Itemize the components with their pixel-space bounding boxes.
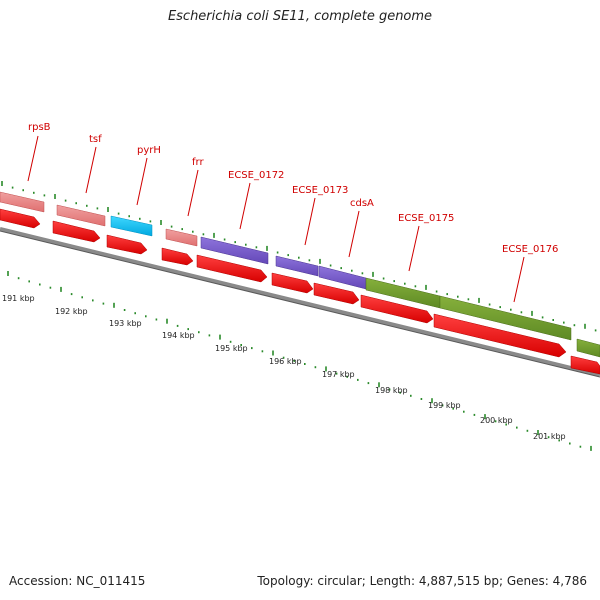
kbp-label: 192 kbp xyxy=(55,307,88,316)
pyrH-bar xyxy=(110,215,153,237)
gene-labels: rpsB tsf pyrH frr ECSE_0172 ECSE_0173 cd… xyxy=(28,122,558,255)
kbp-label: 197 kbp xyxy=(322,370,355,379)
kbp-label: 198 kbp xyxy=(375,386,408,395)
kbp-label: 194 kbp xyxy=(162,331,195,340)
accession-label: Accession: NC_011415 xyxy=(9,574,146,588)
gene-label-ECSE_0176: ECSE_0176 xyxy=(502,244,558,255)
gene-label-tsf: tsf xyxy=(89,134,102,145)
ECSE_0173-leader xyxy=(304,197,316,246)
gene-label-frr: frr xyxy=(192,157,204,168)
topology-label: Topology: circular; Length: 4,887,515 bp… xyxy=(257,574,587,588)
gene-label-cdsA: cdsA xyxy=(350,198,374,209)
rpsB-leader xyxy=(27,135,39,182)
tsf-leader xyxy=(85,146,97,194)
gene-label-pyrH: pyrH xyxy=(137,145,161,156)
kbp-labels: 191 kbp 192 kbp 193 kbp 194 kbp 195 kbp … xyxy=(2,294,566,441)
kbp-label: 195 kbp xyxy=(215,344,248,353)
gene-label-ECSE_0172: ECSE_0172 xyxy=(228,170,284,181)
next-cds-arrow xyxy=(570,355,600,375)
kbp-label: 199 kbp xyxy=(428,401,461,410)
cdsA-cds-arrow xyxy=(313,282,360,305)
pyrH-cds-arrow xyxy=(106,234,148,255)
ECSE_0172-bar xyxy=(200,236,269,265)
cdsA-leader xyxy=(348,210,360,258)
ECSE_0173-cds-arrow xyxy=(271,272,314,294)
tsf-bar xyxy=(56,204,106,227)
gene-label-leaders xyxy=(27,135,525,303)
gene-label-rpsB: rpsB xyxy=(28,122,51,133)
frr-bar xyxy=(165,228,198,247)
kbp-label: 191 kbp xyxy=(2,294,35,303)
cds-track xyxy=(0,208,600,375)
feature-track xyxy=(0,191,600,358)
rpsB-cds-arrow xyxy=(0,208,41,229)
tsf-cds-arrow xyxy=(52,220,101,243)
next-gene-bar xyxy=(576,338,600,358)
kbp-label: 196 kbp xyxy=(269,357,302,366)
gene-label-ECSE_0173: ECSE_0173 xyxy=(292,185,348,196)
ECSE_0175-cds-arrow xyxy=(360,294,434,324)
ECSE_0176-bar xyxy=(439,295,572,341)
map-title: Escherichia coli SE11, complete genome xyxy=(167,9,433,24)
backbone-line xyxy=(0,227,600,378)
rpsB-bar xyxy=(0,191,45,213)
pyrH-leader xyxy=(136,157,148,206)
upper-tick-row xyxy=(1,181,597,332)
frr-cds-arrow xyxy=(161,247,194,266)
lower-tick-row xyxy=(7,271,592,451)
kbp-label: 193 kbp xyxy=(109,319,142,328)
frr-leader xyxy=(187,169,199,217)
kbp-label: 200 kbp xyxy=(480,416,513,425)
gene-label-ECSE_0175: ECSE_0175 xyxy=(398,213,454,224)
ECSE_0172-cds-arrow xyxy=(196,254,268,283)
ECSE_0175-leader xyxy=(408,225,420,272)
ECSE_0176-cds-arrow xyxy=(433,313,567,358)
ECSE_0173-bar xyxy=(275,255,319,277)
ECSE_0176-leader xyxy=(513,256,525,303)
kbp-label: 201 kbp xyxy=(533,432,566,441)
ECSE_0172-leader xyxy=(239,182,251,230)
